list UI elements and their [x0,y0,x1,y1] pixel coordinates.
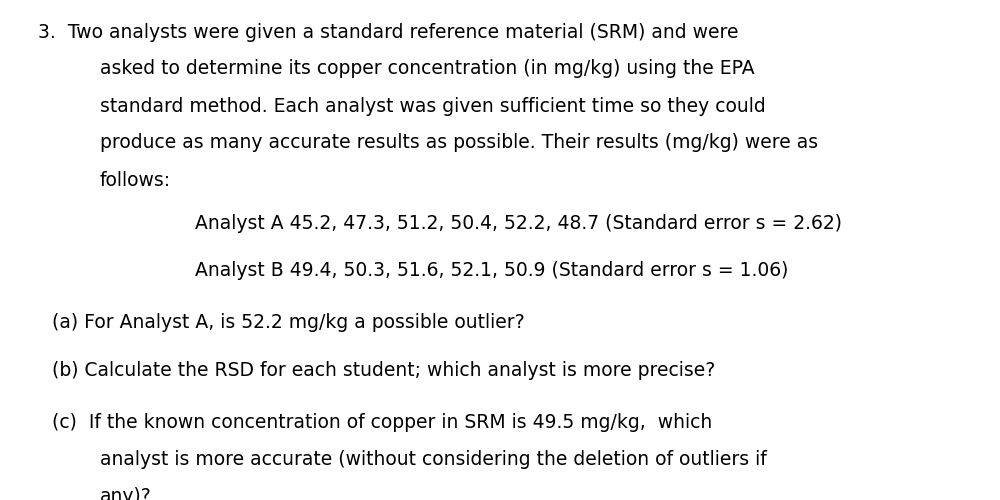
Text: any)?: any)? [100,488,152,500]
Text: follows:: follows: [100,170,171,190]
Text: standard method. Each analyst was given sufficient time so they could: standard method. Each analyst was given … [100,96,766,116]
Text: (b) Calculate the RSD for each student; which analyst is more precise?: (b) Calculate the RSD for each student; … [52,362,715,380]
Text: Analyst A 45.2, 47.3, 51.2, 50.4, 52.2, 48.7 (Standard error s = 2.62): Analyst A 45.2, 47.3, 51.2, 50.4, 52.2, … [195,214,842,233]
Text: Analyst B 49.4, 50.3, 51.6, 52.1, 50.9 (Standard error s = 1.06): Analyst B 49.4, 50.3, 51.6, 52.1, 50.9 (… [195,261,788,280]
Text: analyst is more accurate (without considering the deletion of outliers if: analyst is more accurate (without consid… [100,450,767,469]
Text: (a) For Analyst A, is 52.2 mg/kg a possible outlier?: (a) For Analyst A, is 52.2 mg/kg a possi… [52,312,525,332]
Text: 3.  Two analysts were given a standard reference material (SRM) and were: 3. Two analysts were given a standard re… [38,22,738,42]
Text: produce as many accurate results as possible. Their results (mg/kg) were as: produce as many accurate results as poss… [100,134,818,152]
Text: (c)  If the known concentration of copper in SRM is 49.5 mg/kg,  which: (c) If the known concentration of copper… [52,412,712,432]
Text: asked to determine its copper concentration (in mg/kg) using the EPA: asked to determine its copper concentrat… [100,60,755,78]
